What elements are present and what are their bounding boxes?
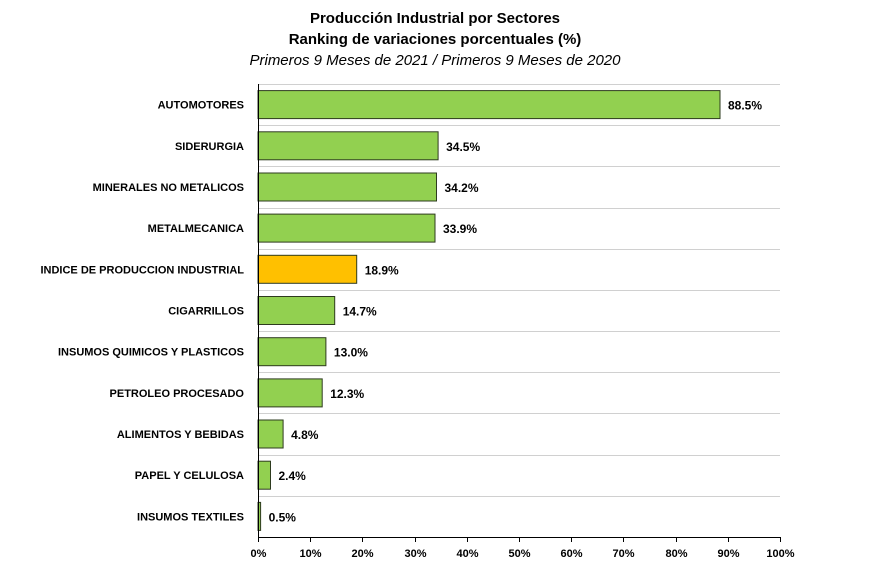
- data-label: 34.2%: [445, 181, 479, 195]
- bar: [257, 378, 323, 408]
- x-tick-label: 90%: [717, 548, 739, 560]
- category-label: PAPEL Y CELULOSA: [135, 470, 244, 482]
- data-label: 34.5%: [446, 140, 480, 154]
- data-label: 2.4%: [279, 469, 307, 483]
- x-tick-label: 80%: [665, 548, 687, 560]
- bar: [257, 90, 721, 120]
- bar: [257, 419, 284, 449]
- category-label: INDICE DE PRODUCCION INDUSTRIAL: [40, 264, 244, 276]
- data-label: 4.8%: [291, 428, 319, 442]
- data-label: 0.5%: [269, 510, 297, 524]
- x-tick-label: 70%: [612, 548, 634, 560]
- data-label: 12.3%: [330, 387, 364, 401]
- bar: [257, 172, 437, 202]
- x-tick-label: 20%: [351, 548, 373, 560]
- category-label: ALIMENTOS Y BEBIDAS: [117, 429, 244, 441]
- bars: [257, 90, 721, 531]
- bar: [257, 131, 439, 161]
- bar: [257, 296, 336, 325]
- bar: [257, 254, 358, 284]
- bar: [257, 213, 436, 243]
- category-label: INSUMOS QUIMICOS Y PLASTICOS: [58, 347, 244, 359]
- data-label: 13.0%: [334, 346, 368, 360]
- chart-subtitle: Ranking de variaciones porcentuales (%): [288, 31, 582, 48]
- x-tick-label: 0%: [251, 548, 267, 560]
- bar: [257, 460, 271, 490]
- bar: [257, 337, 327, 367]
- chart-titles: Producción Industrial por Sectores Ranki…: [0, 8, 870, 71]
- category-label: MINERALES NO METALICOS: [93, 182, 244, 194]
- x-tick-label: 30%: [404, 548, 426, 560]
- category-label: INSUMOS TEXTILES: [137, 511, 244, 523]
- category-label: METALMECANICA: [148, 223, 244, 235]
- data-label: 88.5%: [728, 99, 762, 113]
- data-label: 14.7%: [343, 305, 377, 319]
- category-label: CIGARRILLOS: [168, 306, 244, 318]
- data-label: 18.9%: [365, 263, 399, 277]
- category-label: AUTOMOTORES: [158, 100, 244, 112]
- labels: AUTOMOTORES 88.5% SIDERURGIA 34.5% MINERALES…: [40, 99, 762, 525]
- x-tick-label: 100%: [766, 548, 794, 560]
- x-tick-label: 40%: [456, 548, 478, 560]
- chart-title: Producción Industrial por Sectores: [309, 10, 561, 27]
- axes: 0% 10% 20% 30% 40% 50% 60% 70% 80% 90% 100%: [251, 84, 795, 560]
- category-label: PETROLEO PROCESADO: [110, 388, 245, 400]
- x-tick-label: 50%: [508, 548, 530, 560]
- chart-subtitle-period: Primeros 9 Meses de 2021 / Primeros 9 Me…: [249, 52, 621, 69]
- x-tick-label: 60%: [560, 548, 582, 560]
- data-label: 33.9%: [443, 222, 477, 236]
- category-label: SIDERURGIA: [175, 141, 244, 153]
- x-tick-label: 10%: [299, 548, 321, 560]
